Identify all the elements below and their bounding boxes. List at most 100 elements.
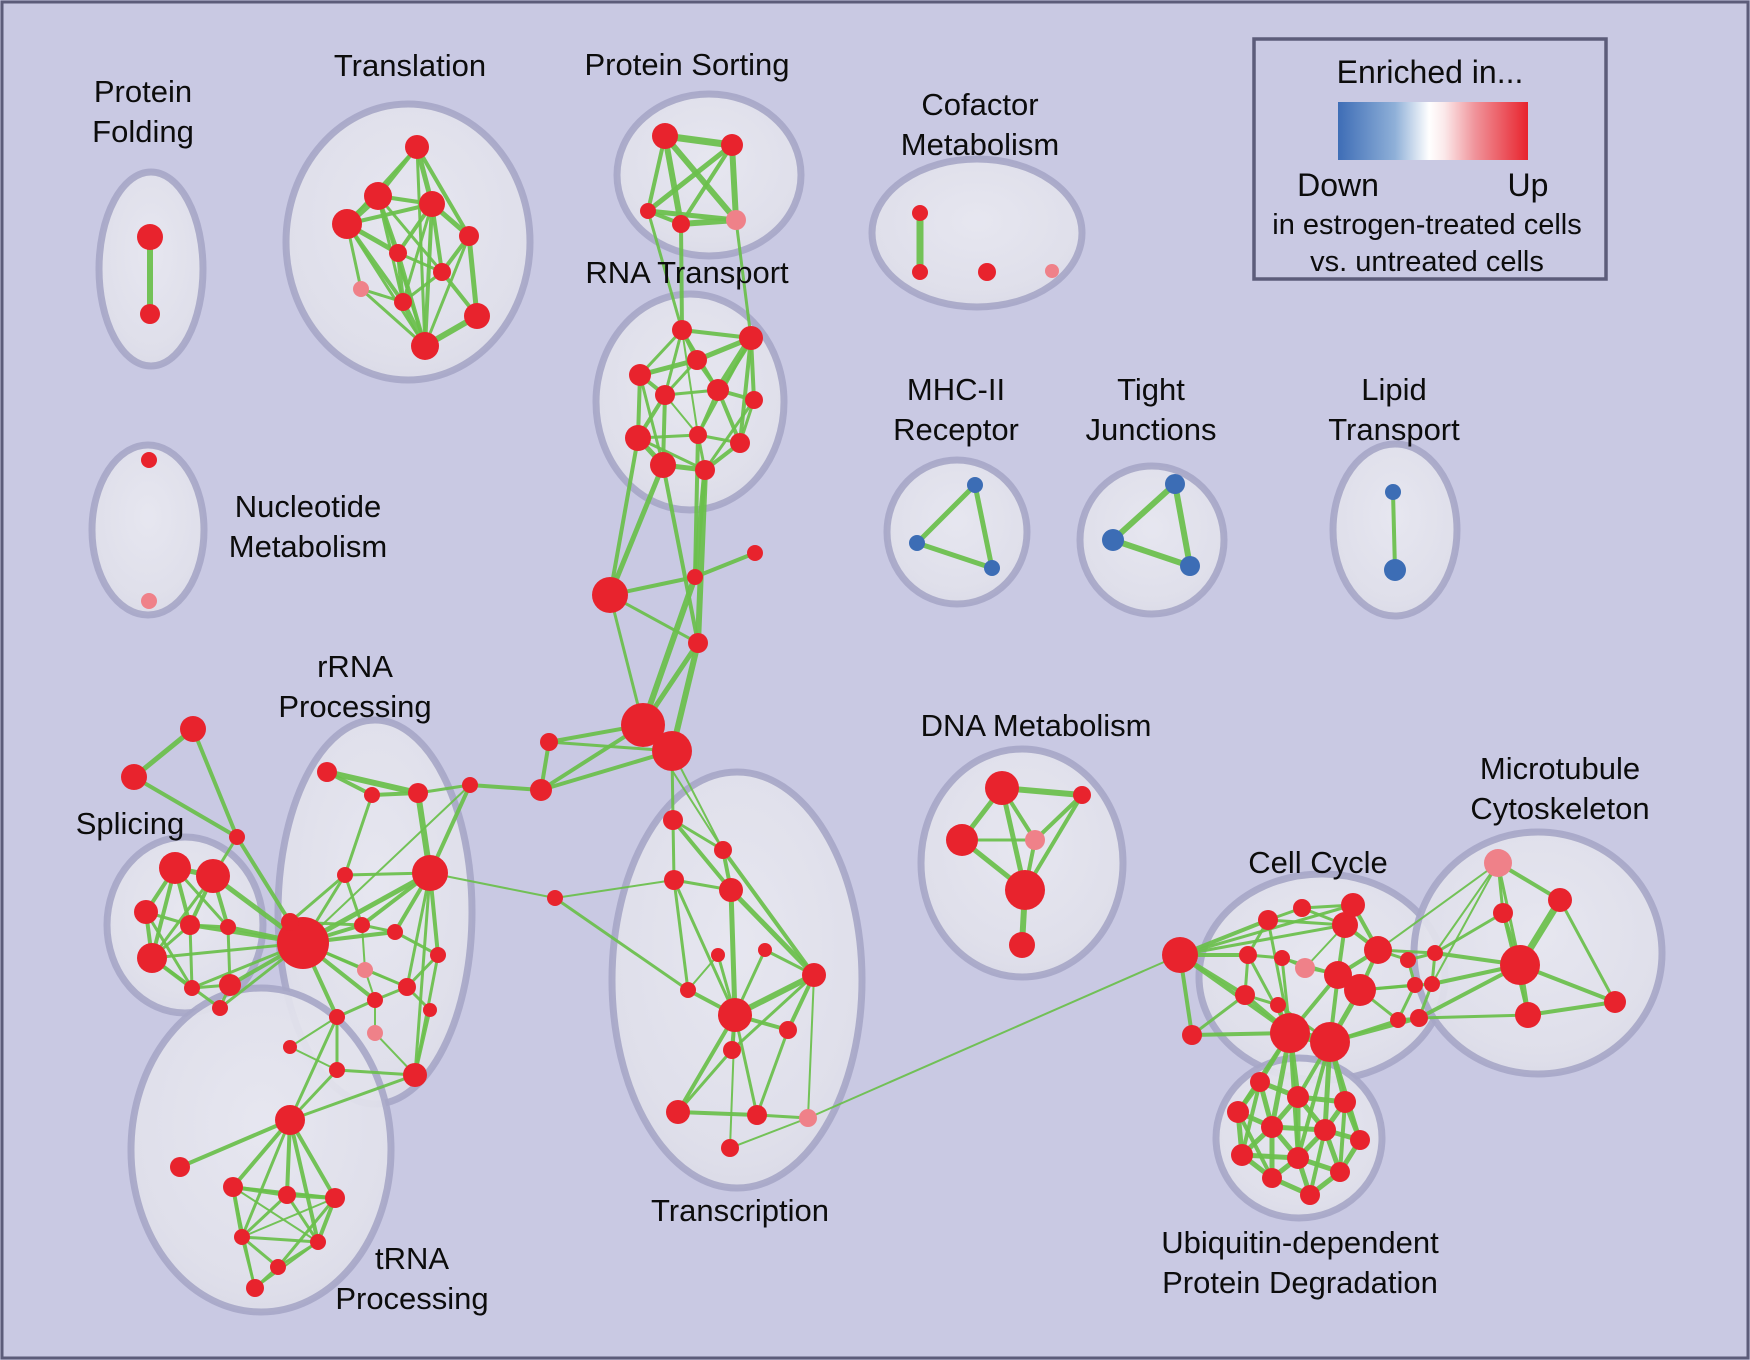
network-node (394, 293, 412, 311)
network-node (140, 304, 160, 324)
network-edge (335, 1068, 417, 1077)
network-edge (661, 463, 700, 645)
network-node (695, 460, 715, 480)
cluster-label-splicing: Splicing (76, 806, 185, 841)
network-node (1330, 1162, 1350, 1182)
network-edge (672, 878, 737, 1017)
legend-subtitle-line2: vs. untreated cells (1310, 246, 1544, 278)
network-node (325, 1188, 345, 1208)
network-edge (730, 973, 816, 1052)
network-node (141, 452, 157, 468)
network-edge (405, 871, 432, 989)
network-node (664, 870, 684, 890)
network-node (1182, 1025, 1202, 1045)
cluster-label-nucleotide-metabolism: Metabolism (229, 529, 388, 564)
network-edge (1434, 862, 1499, 954)
network-node (779, 1021, 797, 1039)
network-node (714, 841, 732, 859)
network-node (1484, 849, 1512, 877)
network-node (984, 560, 1000, 576)
network-node (1261, 1116, 1283, 1138)
network-edge (672, 878, 690, 992)
network-node (411, 332, 439, 360)
network-node (1385, 484, 1401, 500)
network-node (1341, 893, 1365, 917)
network-node (220, 919, 236, 935)
network-node (1334, 1091, 1356, 1113)
network-node (246, 1279, 264, 1297)
network-edge (679, 222, 684, 332)
network-edge (1110, 537, 1193, 569)
network-node (1250, 1072, 1270, 1092)
network-node (317, 762, 337, 782)
network-node (223, 1177, 243, 1197)
network-edge (188, 923, 194, 990)
network-edge (728, 887, 817, 978)
network-node (433, 263, 451, 281)
network-edge (423, 234, 471, 348)
network-node (978, 263, 996, 281)
network-node (621, 703, 665, 747)
network-node (278, 1186, 296, 1204)
network-node (405, 135, 429, 159)
cluster-bubble-trna-processing (127, 984, 395, 1316)
network-node (389, 244, 407, 262)
network-node (1515, 1002, 1541, 1028)
network-node (1400, 952, 1416, 968)
network-node (141, 593, 157, 609)
network-node (909, 535, 925, 551)
network-node (275, 1105, 305, 1135)
network-edge (289, 1016, 338, 1048)
network-node (412, 855, 448, 891)
network-edge (1190, 993, 1247, 1037)
network-edge (288, 1118, 337, 1200)
cluster-label-protein-folding: Protein (94, 74, 192, 109)
network-edge (178, 1118, 292, 1169)
network-edge (240, 1235, 320, 1244)
network-node (1235, 985, 1255, 1005)
network-node (408, 783, 428, 803)
network-node (1424, 976, 1440, 992)
network-node (747, 545, 763, 561)
network-edge (144, 910, 194, 990)
network-node (281, 913, 299, 931)
cluster-label-ubiquitin-dependent-protein-degradation: Protein Degradation (1162, 1265, 1438, 1300)
network-edge (608, 593, 645, 727)
network-node (967, 477, 983, 493)
network-edge (662, 133, 684, 227)
network-node (387, 924, 403, 940)
network-node (721, 1139, 739, 1157)
network-node (270, 1259, 286, 1275)
network-node (718, 998, 752, 1032)
network-node (430, 947, 446, 963)
cluster-label-cell-cycle: Cell Cycle (1248, 845, 1388, 880)
legend-down-label: Down (1297, 167, 1379, 203)
network-node (234, 1229, 250, 1245)
network-node (1384, 559, 1406, 581)
network-edge (738, 336, 753, 445)
network-edge (681, 329, 699, 436)
network-node (663, 810, 683, 830)
network-edge (150, 874, 215, 960)
network-node (1025, 830, 1045, 850)
network-node (1005, 870, 1045, 910)
network-node (329, 1009, 345, 1025)
network-node (353, 281, 369, 297)
network-edge (191, 727, 239, 839)
network-node (672, 215, 690, 233)
cluster-label-lipid-transport: Transport (1328, 412, 1460, 447)
network-node (1180, 556, 1200, 576)
network-node (1427, 945, 1443, 961)
network-edge (466, 233, 480, 319)
legend-subtitle-line1: in estrogen-treated cells (1272, 209, 1582, 241)
network-node (137, 224, 163, 250)
network-node (1604, 991, 1626, 1013)
network-node (1009, 932, 1035, 958)
network-node (357, 962, 373, 978)
network-node (1165, 474, 1185, 494)
network-edge (429, 872, 556, 899)
network-node (730, 433, 750, 453)
cluster-label-tight-junctions: Tight (1117, 372, 1185, 407)
